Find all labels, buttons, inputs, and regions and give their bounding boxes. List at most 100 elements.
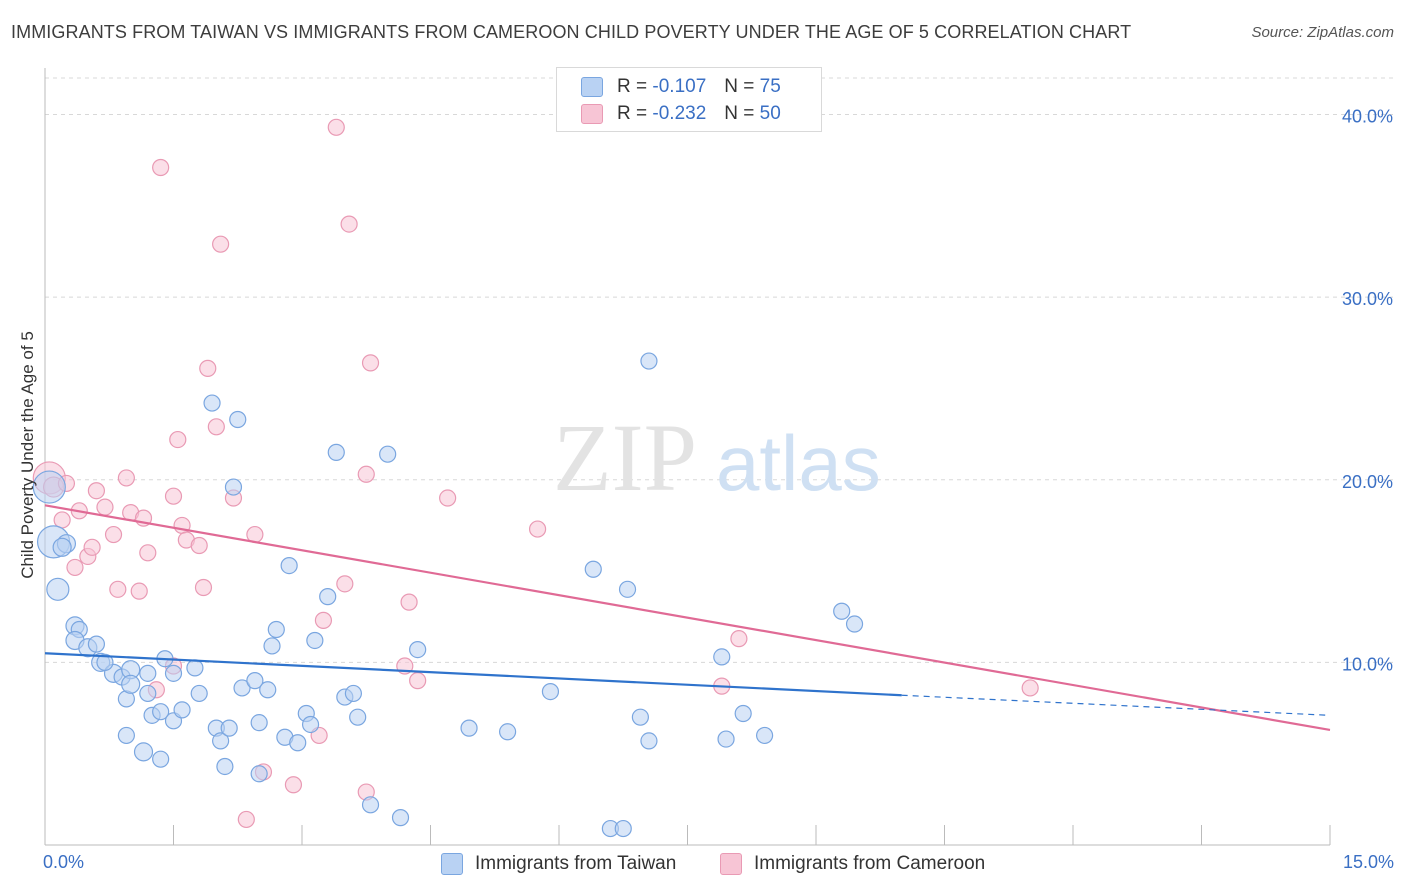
taiwan-point xyxy=(32,470,66,504)
taiwan-point xyxy=(87,635,106,653)
cameroon-point xyxy=(314,611,333,629)
cameroon-point xyxy=(327,118,345,136)
taiwan-point xyxy=(267,620,285,639)
cameroon-r-value: -0.232 xyxy=(652,103,707,124)
taiwan-point xyxy=(289,734,307,752)
taiwan-point xyxy=(361,796,380,814)
source-label: Source: ZipAtlas.com xyxy=(1251,24,1394,41)
cameroon-point xyxy=(207,418,225,436)
taiwan-point xyxy=(224,478,243,496)
cameroon-point xyxy=(730,630,748,648)
taiwan-point xyxy=(52,537,72,557)
taiwan-point xyxy=(845,615,864,633)
cameroon-points xyxy=(32,118,1039,829)
y-tick-labels: 10.0% 20.0% 30.0% 40.0% xyxy=(1342,107,1393,675)
taiwan-point xyxy=(229,410,247,429)
bottom-legend-taiwan: Immigrants from Taiwan xyxy=(441,851,676,877)
cameroon-point xyxy=(336,575,354,593)
cameroon-legend-swatch xyxy=(720,853,742,875)
y-tick-label: 40.0% xyxy=(1342,107,1393,127)
cameroon-legend-label: Immigrants from Cameroon xyxy=(754,853,986,874)
taiwan-point xyxy=(263,637,281,655)
cameroon-point xyxy=(96,498,114,516)
taiwan-point xyxy=(327,443,345,461)
cameroon-point xyxy=(109,580,127,598)
cameroon-point xyxy=(66,558,84,577)
taiwan-point xyxy=(631,708,649,726)
taiwan-point xyxy=(152,703,170,721)
chart-title: IMMIGRANTS FROM TAIWAN VS IMMIGRANTS FRO… xyxy=(11,22,1132,42)
taiwan-point xyxy=(280,556,298,575)
cameroon-point xyxy=(212,235,230,253)
cameroon-point xyxy=(361,354,380,372)
taiwan-point xyxy=(139,684,157,703)
cameroon-point xyxy=(357,465,375,483)
taiwan-point xyxy=(379,445,397,463)
cameroon-n-value: 50 xyxy=(759,103,781,124)
taiwan-point xyxy=(190,684,208,703)
axes xyxy=(44,68,1331,846)
cameroon-point xyxy=(87,482,106,500)
taiwan-point xyxy=(344,684,362,703)
legend-r-label: R = xyxy=(617,103,648,124)
taiwan-point xyxy=(220,719,238,737)
watermark: ZIP atlas xyxy=(553,404,881,511)
taiwan-point xyxy=(499,723,517,741)
y-tick-label: 20.0% xyxy=(1342,472,1393,492)
cameroon-point xyxy=(340,215,358,233)
taiwan-point xyxy=(216,757,234,776)
taiwan-point xyxy=(614,819,632,838)
y-axis-label: Child Poverty Under the Age of 5 xyxy=(18,331,37,579)
taiwan-point xyxy=(409,640,427,659)
taiwan-point xyxy=(46,577,70,601)
cameroon-point xyxy=(400,593,418,611)
taiwan-point xyxy=(584,560,602,578)
legend-n-label: N = xyxy=(724,76,755,97)
gridlines xyxy=(45,77,1395,663)
cameroon-swatch xyxy=(581,104,603,124)
legend-row-cameroon: R = -0.232 N = 50 xyxy=(581,101,781,127)
cameroon-trendline xyxy=(44,504,1331,732)
taiwan-point xyxy=(164,664,183,682)
cameroon-point xyxy=(130,582,148,600)
cameroon-point xyxy=(152,158,170,177)
taiwan-legend-swatch xyxy=(441,853,463,875)
taiwan-trendline xyxy=(44,652,902,697)
taiwan-point xyxy=(713,648,731,666)
taiwan-point xyxy=(349,708,367,726)
taiwan-point xyxy=(139,664,157,682)
cameroon-point xyxy=(164,487,183,505)
watermark-atlas: atlas xyxy=(716,419,881,507)
taiwan-point xyxy=(173,701,191,719)
taiwan-point xyxy=(541,682,560,701)
cameroon-point xyxy=(194,578,213,597)
taiwan-point xyxy=(203,394,221,412)
taiwan-point xyxy=(133,742,154,762)
cameroon-point xyxy=(528,520,547,538)
cameroon-point xyxy=(169,430,187,449)
taiwan-point xyxy=(186,659,204,677)
taiwan-points xyxy=(32,352,864,838)
taiwan-point xyxy=(640,732,658,750)
cameroon-point xyxy=(139,544,157,562)
x-tick-label-max: 15.0% xyxy=(1342,852,1394,872)
cameroon-point xyxy=(83,538,101,556)
taiwan-point xyxy=(306,631,324,650)
taiwan-swatch xyxy=(581,77,603,97)
taiwan-point xyxy=(212,732,230,750)
stats-legend: R = -0.107 N = 75 R = -0.232 N = 50 xyxy=(556,67,822,132)
taiwan-point xyxy=(833,602,851,620)
taiwan-point xyxy=(734,704,752,723)
legend-row-taiwan: R = -0.107 N = 75 xyxy=(581,74,781,100)
cameroon-point xyxy=(199,359,217,377)
legend-n-label: N = xyxy=(724,103,755,124)
taiwan-point xyxy=(717,730,735,748)
legend-r-label: R = xyxy=(617,76,648,97)
cameroon-point xyxy=(117,469,135,487)
taiwan-r-value: -0.107 xyxy=(652,76,707,97)
cameroon-point xyxy=(409,672,427,690)
watermark-zip: ZIP xyxy=(553,404,697,511)
taiwan-point xyxy=(259,681,277,699)
taiwan-point xyxy=(301,715,320,734)
taiwan-point xyxy=(246,672,264,690)
